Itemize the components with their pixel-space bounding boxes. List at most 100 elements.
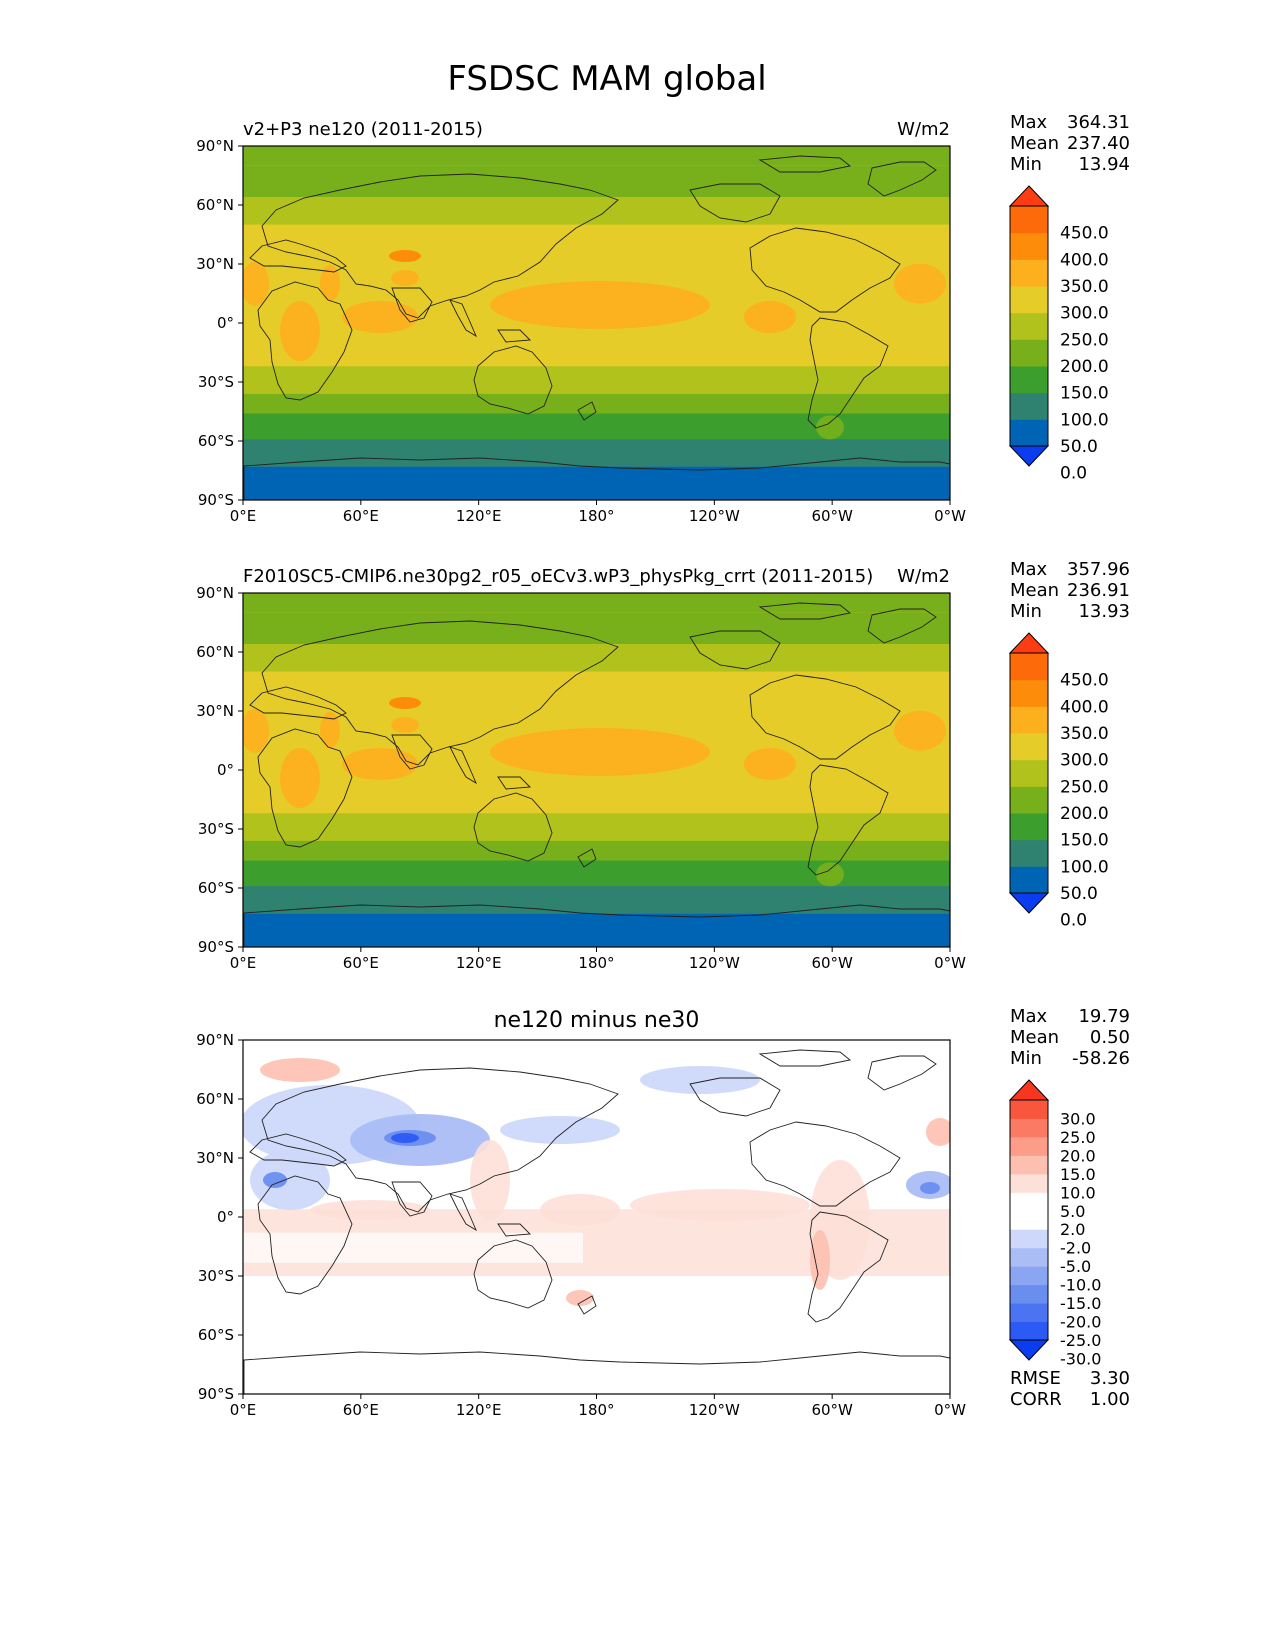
colorbar-segment [1010,1247,1048,1267]
stat-label: Mean [1010,580,1059,601]
colorbar-label: 25.0 [1060,1128,1096,1147]
colorbar-label: -5.0 [1060,1257,1091,1276]
colorbar-label: 400.0 [1060,697,1109,717]
colorbar-label: 30.0 [1060,1109,1096,1128]
stat-label: Min [1010,154,1042,175]
stat-value: -58.26 [1072,1048,1130,1069]
positive-anomaly [260,1058,340,1082]
stat-label: Min [1010,601,1042,622]
x-tick-label: 180° [578,1401,614,1419]
colorbar-label: 450.0 [1060,671,1109,691]
y-tick-label: 30°N [196,1149,234,1167]
colorbar-label: 450.0 [1060,224,1109,244]
zonal-band [243,146,950,166]
x-tick-label: 60°E [343,954,379,972]
map-area [243,593,950,947]
colorbar-segment [1010,866,1048,894]
colorbar-segment [1010,653,1048,681]
colorbar-label: 200.0 [1060,804,1109,824]
x-tick-label: 0°W [934,1401,966,1419]
colorbar-extend-high [1008,185,1050,207]
colorbar-segment [1010,1321,1048,1341]
colorbar-label: 300.0 [1060,304,1109,324]
y-tick-label: 60°S [198,879,234,897]
colorbar-label: -15.0 [1060,1294,1101,1313]
colorbar-label: 150.0 [1060,384,1109,404]
x-tick-label: 60°W [811,1401,853,1419]
colorbar-segment [1010,366,1048,394]
y-tick-label: 60°N [196,643,234,661]
map-area [243,1040,950,1394]
x-tick-label: 120°W [689,507,740,525]
colorbar-extend-low [1008,892,1050,914]
colorbar-segment [1010,1155,1048,1175]
stat-value: 357.96 [1067,559,1130,580]
high-flux-region [280,301,320,361]
zonal-band [243,840,950,861]
x-tick-label: 120°W [689,954,740,972]
y-tick-label: 90°S [198,938,234,956]
colorbar-segment [1010,1118,1048,1138]
y-tick-label: 90°N [196,137,234,155]
panel-title-left: F2010SC5-CMIP6.ne30pg2_r05_oECv3.wP3_phy… [243,566,873,587]
y-tick-label: 60°N [196,1090,234,1108]
colorbar-label: 100.0 [1060,857,1109,877]
colorbar-segment [1010,733,1048,761]
positive-anomaly [470,1140,510,1220]
colorbar-label: 200.0 [1060,357,1109,377]
y-tick-label: 60°S [198,1326,234,1344]
zonal-band [243,671,950,715]
y-tick-label: 0° [217,1208,234,1226]
high-flux-region [744,748,796,780]
stat-label: Max [1010,112,1048,133]
zonal-band [243,366,950,394]
high-flux-region [490,728,710,776]
metric-value: 3.30 [1090,1368,1130,1389]
colorbar-segment [1010,1229,1048,1249]
colorbar-segment [1010,206,1048,234]
africa-high [243,261,269,306]
colorbar-label: 0.0 [1060,911,1087,931]
colorbar-label: 5.0 [1060,1202,1085,1221]
zonal-band [243,393,950,414]
x-tick-label: 0°E [230,507,257,525]
stat-label: Mean [1010,133,1059,154]
colorbar-segment [1010,1303,1048,1323]
atlantic-high [894,710,946,751]
x-tick-label: 180° [578,954,614,972]
zonal-band [243,644,950,672]
colorbar-frame [1009,1099,1049,1341]
colorbar-segment [1010,1136,1048,1156]
metric-label: CORR [1010,1389,1062,1410]
tropical-gap [243,1232,583,1263]
colorbar-label: 250.0 [1060,330,1109,350]
y-tick-label: 30°S [198,1267,234,1285]
colorbar-segment [1010,706,1048,734]
stat-label: Max [1010,1006,1048,1027]
stat-label: Max [1010,559,1048,580]
stat-value: 13.94 [1078,154,1130,175]
colorbar-label: -10.0 [1060,1276,1101,1295]
y-tick-label: 30°N [196,702,234,720]
colorbar-segment [1010,839,1048,867]
panel-title: ne120 minus ne30 [494,1008,700,1033]
colorbar-segment [1010,232,1048,260]
panel-2: 0°E 60°E 120°E 180° 120°W 60°W 0°W 90°N 60°N 30°N… [196,559,1130,972]
high-flux-region [744,301,796,333]
colorbar-segment [1010,759,1048,787]
panel-units: W/m2 [897,119,950,140]
high-flux-region [342,301,418,333]
colorbar-label: 300.0 [1060,751,1109,771]
x-tick-label: 60°E [343,507,379,525]
y-tick-label: 60°N [196,196,234,214]
colorbar-segment [1010,1192,1048,1212]
colorbar-segment [1010,813,1048,841]
zonal-band [243,439,950,467]
colorbar-label: -25.0 [1060,1331,1101,1350]
colorbar-extend-low [1008,445,1050,467]
colorbar-label: 100.0 [1060,410,1109,430]
y-tick-label: 30°S [198,820,234,838]
stat-label: Mean [1010,1027,1059,1048]
colorbar-label: 10.0 [1060,1183,1096,1202]
